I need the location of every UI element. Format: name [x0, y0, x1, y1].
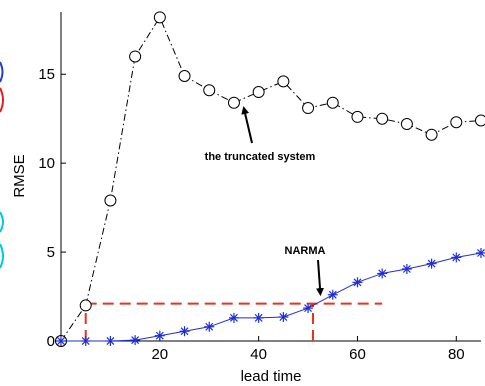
series-1 [55, 11, 485, 347]
left-edge-blue-arc [0, 61, 4, 83]
y-tick-label-5: 5 [47, 244, 55, 261]
series-1-point-8 [227, 96, 240, 109]
series-1-point-14 [376, 112, 389, 125]
series-2-point-1 [56, 336, 66, 346]
series-2-point-15 [401, 263, 412, 274]
series-1-point-13 [351, 110, 364, 123]
annotation-narma-arrow [315, 259, 324, 297]
x-tick-label-20: 20 [151, 346, 168, 363]
series-1-point-15 [400, 118, 413, 131]
y-axis-label: RMSE [11, 154, 28, 197]
series-1-point-17 [450, 116, 463, 129]
series-2-point-4 [130, 335, 141, 346]
axis-ticks: 20 40 60 80 0 5 10 15 [38, 66, 464, 363]
series-2-point-3 [105, 336, 116, 346]
y-tick-label-0: 0 [47, 333, 55, 350]
series-2-point-2 [80, 336, 91, 346]
left-edge-artifacts [0, 61, 4, 269]
series-1-point-7 [203, 84, 216, 97]
series-2-point-12 [327, 289, 338, 300]
series-2-point-17 [451, 252, 462, 263]
series-2-point-10 [278, 311, 289, 322]
y-tick-label-10: 10 [38, 155, 55, 172]
series-1-line [60, 16, 482, 342]
series-2-point-9 [253, 312, 264, 323]
series-layer [55, 11, 485, 347]
series-2-point-14 [377, 268, 388, 279]
annotation-narma: NARMA [285, 245, 326, 257]
series-2-point-18 [476, 247, 485, 258]
series-1-point-16 [425, 128, 438, 141]
series-1-point-11 [302, 102, 315, 115]
series-1-point-4 [129, 50, 142, 63]
series-2-point-16 [426, 258, 437, 269]
y-tick-label-15: 15 [38, 66, 55, 83]
series-1-point-6 [178, 70, 191, 83]
annotation-layer: the truncated system NARMA [205, 106, 326, 297]
series-1-point-2 [79, 299, 92, 312]
x-tick-label-60: 60 [349, 346, 366, 363]
series-2-point-13 [352, 277, 363, 288]
x-tick-label-80: 80 [448, 346, 465, 363]
left-edge-cyan-arc-2 [0, 243, 4, 269]
series-1-point-3 [104, 194, 117, 207]
left-edge-red-arc [0, 87, 4, 113]
series-2-line [61, 252, 482, 342]
series-1-point-18 [475, 114, 485, 127]
series-2-point-5 [154, 330, 165, 341]
x-tick-label-40: 40 [250, 346, 267, 363]
series-1-point-5 [153, 11, 166, 24]
series-2-point-11 [303, 303, 314, 314]
x-axis-label: lead time [241, 368, 302, 385]
annotation-truncated-system: the truncated system [205, 151, 316, 163]
series-1-point-12 [326, 96, 339, 109]
annotation-truncated-system-arrow [241, 106, 253, 144]
series-2-point-7 [204, 321, 215, 332]
series-2-point-8 [228, 312, 239, 323]
left-edge-cyan-arc-1 [0, 211, 4, 233]
series-2-point-6 [179, 326, 190, 337]
reference-lines [84, 302, 383, 341]
series-1-point-9 [252, 86, 265, 99]
series-1-point-10 [277, 75, 290, 88]
series-2 [56, 247, 485, 346]
